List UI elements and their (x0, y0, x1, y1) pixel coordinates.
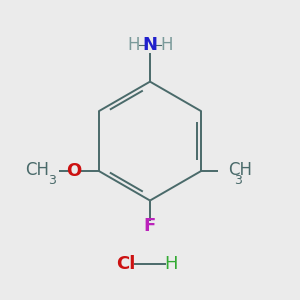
Text: H: H (128, 36, 140, 54)
Text: 3: 3 (48, 174, 56, 188)
Text: F: F (144, 217, 156, 235)
Text: O: O (66, 162, 81, 180)
Text: CH: CH (26, 161, 50, 179)
Text: N: N (142, 36, 158, 54)
Text: H: H (160, 36, 172, 54)
Text: CH: CH (228, 161, 252, 179)
Text: 3: 3 (234, 174, 242, 188)
Text: H: H (164, 255, 178, 273)
Text: Cl: Cl (116, 255, 136, 273)
